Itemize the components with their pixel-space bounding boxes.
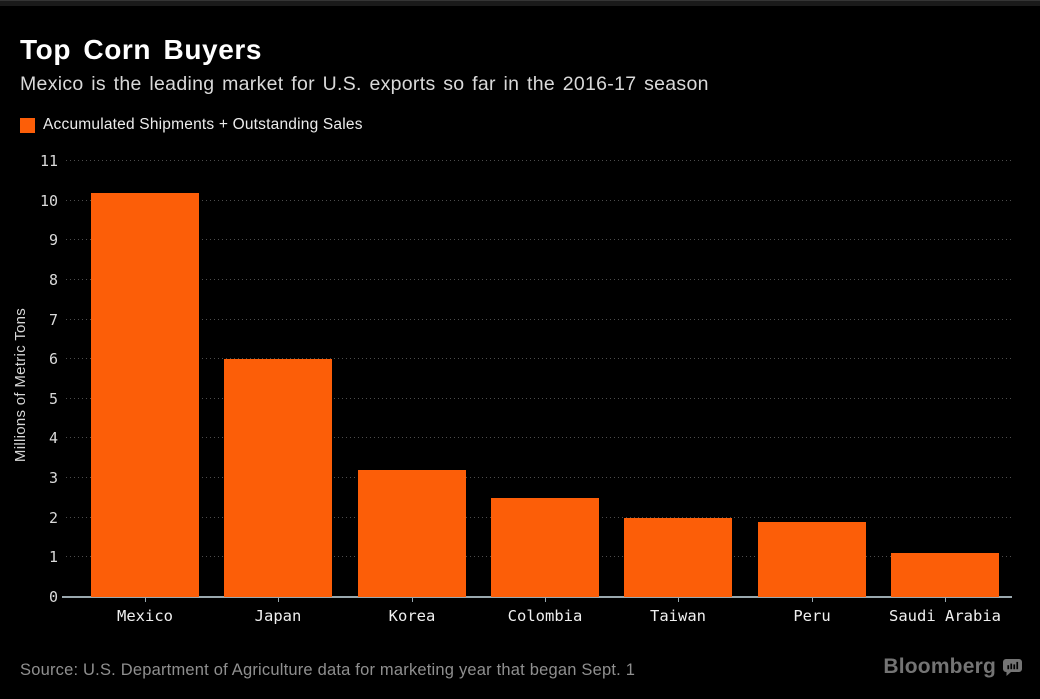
bloomberg-terminal-icon: [1003, 658, 1022, 676]
bar-saudi-arabia: [891, 553, 999, 597]
gridline-4: [66, 437, 1012, 439]
chart-subtitle: Mexico is the leading market for U.S. ex…: [20, 73, 709, 95]
x-tick-label-korea: Korea: [388, 607, 436, 625]
y-tick-label-1: 1: [48, 548, 58, 567]
y-tick-label-3: 3: [48, 469, 58, 488]
y-tick-label-0: 0: [48, 588, 58, 606]
bar-korea: [358, 470, 466, 597]
x-tick-taiwan: [678, 597, 679, 602]
gridline-9: [66, 239, 1012, 241]
gridline-7: [66, 318, 1012, 320]
y-tick-label-7: 7: [48, 310, 58, 329]
gridline-8: [66, 278, 1012, 280]
x-tick-label-colombia: Colombia: [507, 607, 583, 625]
x-tick-label-saudi-arabia: Saudi Arabia: [889, 607, 1001, 625]
bar-colombia: [491, 498, 599, 597]
bloomberg-logo: Bloomberg: [883, 655, 1022, 679]
x-tick-label-japan: Japan: [254, 607, 302, 625]
x-tick-peru: [812, 597, 813, 602]
bar-mexico: [91, 193, 199, 597]
gridline-10: [66, 199, 1012, 201]
x-tick-label-mexico: Mexico: [117, 607, 173, 625]
y-tick-label-8: 8: [48, 270, 58, 289]
bar-taiwan: [624, 518, 732, 597]
x-axis-line: [62, 596, 1012, 598]
x-tick-label-peru: Peru: [793, 607, 831, 625]
window-top-strip: [0, 0, 1040, 6]
x-tick-label-taiwan: Taiwan: [650, 607, 706, 625]
gridline-6: [66, 358, 1012, 360]
y-tick-label-2: 2: [48, 508, 58, 527]
gridline-3: [66, 477, 1012, 479]
x-tick-mexico: [145, 597, 146, 602]
legend-swatch-icon: [20, 117, 35, 133]
gridline-5: [66, 397, 1012, 399]
x-tick-korea: [412, 597, 413, 602]
y-tick-label-4: 4: [48, 429, 58, 448]
chart-title: Top Corn Buyers: [20, 34, 263, 65]
bar-peru: [758, 522, 866, 597]
source-text: Source: U.S. Department of Agriculture d…: [20, 661, 636, 679]
y-tick-label-10: 10: [39, 191, 58, 210]
y-tick-label-6: 6: [48, 350, 58, 369]
y-tick-label-9: 9: [48, 231, 58, 250]
legend-label: Accumulated Shipments + Outstanding Sale…: [43, 116, 363, 133]
bloomberg-wordmark: Bloomberg: [883, 655, 996, 678]
y-tick-label-11: 11: [39, 152, 58, 170]
x-tick-japan: [278, 597, 279, 602]
x-tick-colombia: [545, 597, 546, 602]
x-tick-saudi-arabia: [945, 597, 946, 602]
y-tick-label-5: 5: [48, 389, 58, 408]
bar-japan: [224, 359, 332, 597]
gridline-11: [66, 160, 1012, 161]
legend: Accumulated Shipments + Outstanding Sale…: [20, 116, 363, 134]
